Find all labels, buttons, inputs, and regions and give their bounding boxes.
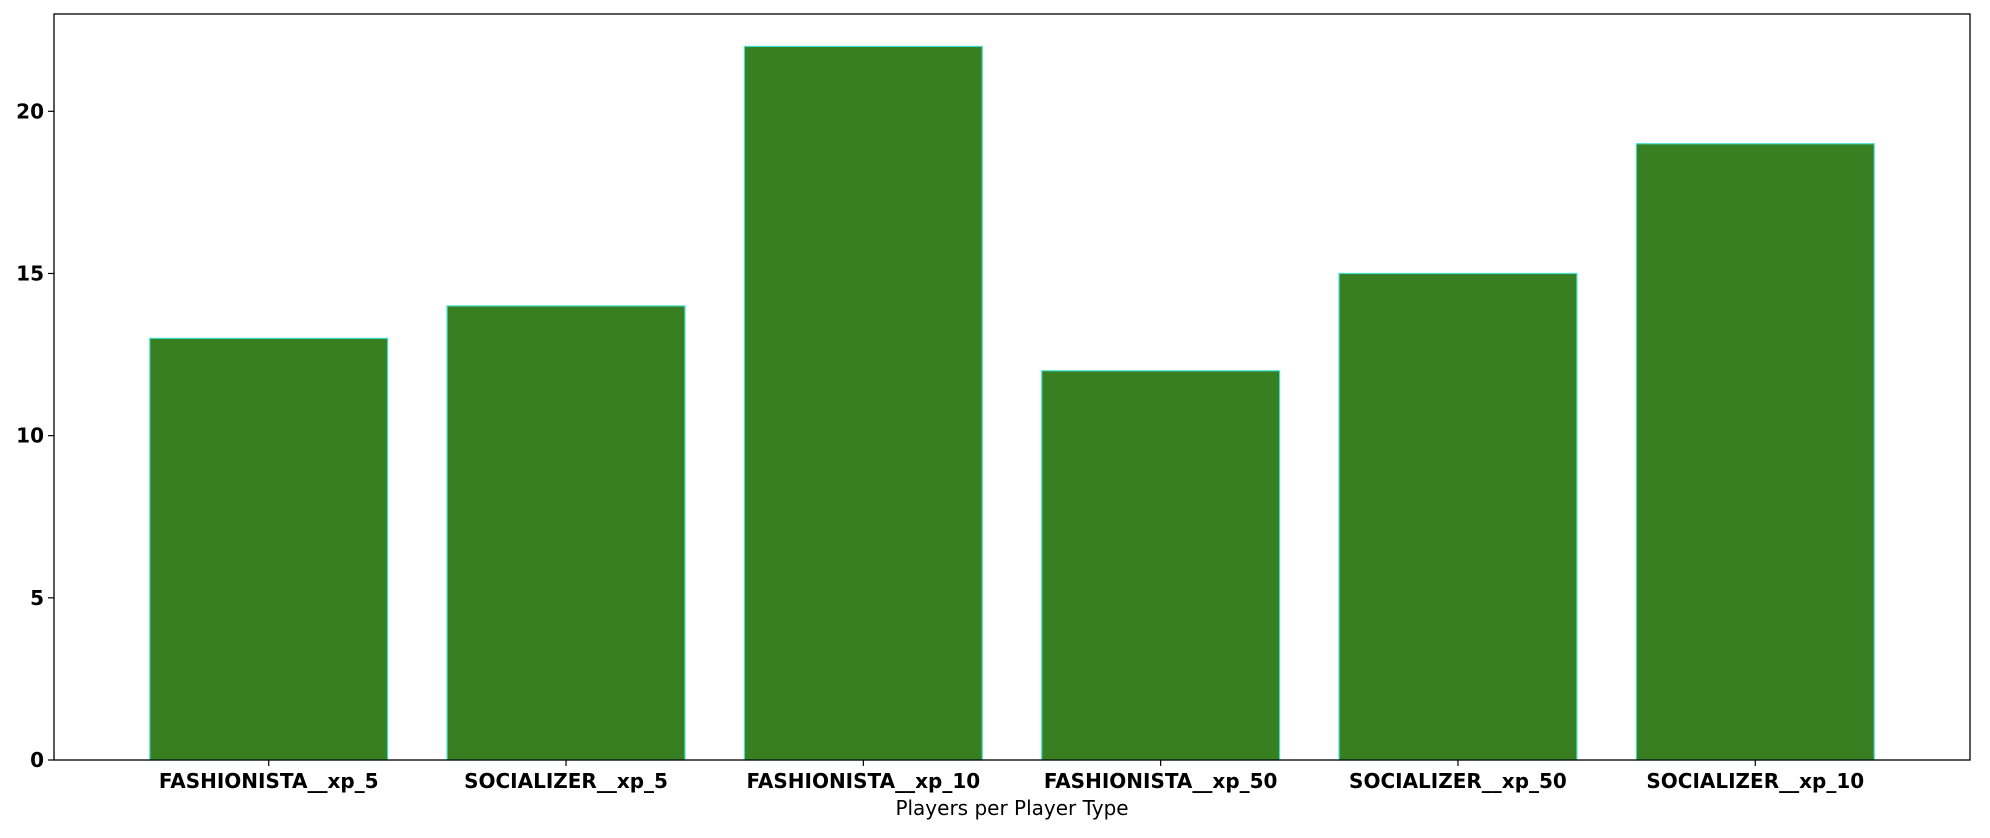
- y-axis: 0 5 10 15 20: [16, 99, 54, 772]
- bar-socializer-xp-50: [1338, 272, 1578, 761]
- x-tick-label: FASHIONISTA__xp_5: [159, 769, 379, 793]
- y-tick-label: 10: [16, 424, 44, 448]
- x-axis-label: Players per Player Type: [895, 796, 1128, 820]
- y-tick-label: 20: [16, 99, 44, 123]
- x-tick-label: FASHIONISTA__xp_50: [1044, 769, 1278, 793]
- bar-socializer-xp-10: [1635, 143, 1875, 761]
- x-tick-label: SOCIALIZER__xp_5: [464, 769, 668, 793]
- x-tick-label: SOCIALIZER__xp_10: [1646, 769, 1864, 793]
- x-tick-label: SOCIALIZER__xp_50: [1349, 769, 1567, 793]
- bar-fashionista-xp-10: [743, 45, 983, 761]
- x-axis: FASHIONISTA__xp_5 SOCIALIZER__xp_5 FASHION…: [159, 760, 1864, 793]
- y-tick-label: 5: [30, 586, 44, 610]
- bar-fashionista-xp-50: [1041, 370, 1281, 761]
- y-tick-label: 15: [16, 261, 44, 285]
- bar-fashionista-xp-5: [149, 337, 389, 761]
- plot-frame: [53, 13, 1971, 761]
- bars-layer: [149, 45, 1875, 761]
- bar-socializer-xp-5: [446, 305, 686, 761]
- y-tick-label: 0: [30, 748, 44, 772]
- x-tick-label: FASHIONISTA__xp_10: [747, 769, 981, 793]
